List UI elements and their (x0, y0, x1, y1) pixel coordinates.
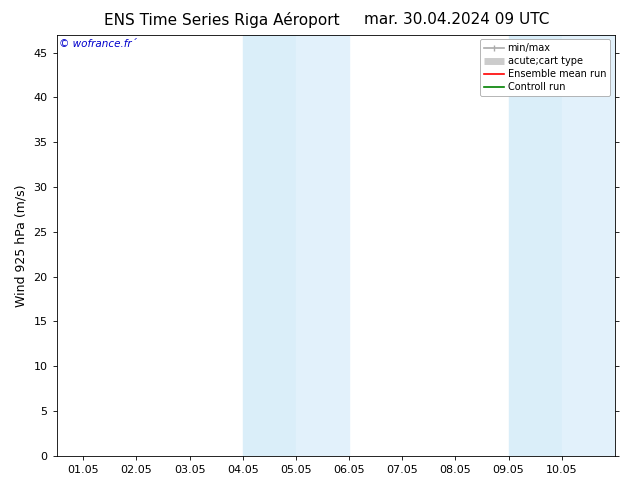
Bar (562, 35, 615, 456)
Bar (296, 35, 349, 456)
Bar (243, 35, 296, 456)
Y-axis label: Wind 925 hPa (m/s): Wind 925 hPa (m/s) (15, 184, 28, 307)
Text: mar. 30.04.2024 09 UTC: mar. 30.04.2024 09 UTC (364, 12, 549, 27)
Text: © wofrance.fr´: © wofrance.fr´ (60, 39, 138, 49)
Bar (508, 35, 562, 456)
Legend: min/max, acute;cart type, Ensemble mean run, Controll run: min/max, acute;cart type, Ensemble mean … (481, 40, 610, 96)
Text: ENS Time Series Riga Aéroport: ENS Time Series Riga Aéroport (104, 12, 340, 28)
